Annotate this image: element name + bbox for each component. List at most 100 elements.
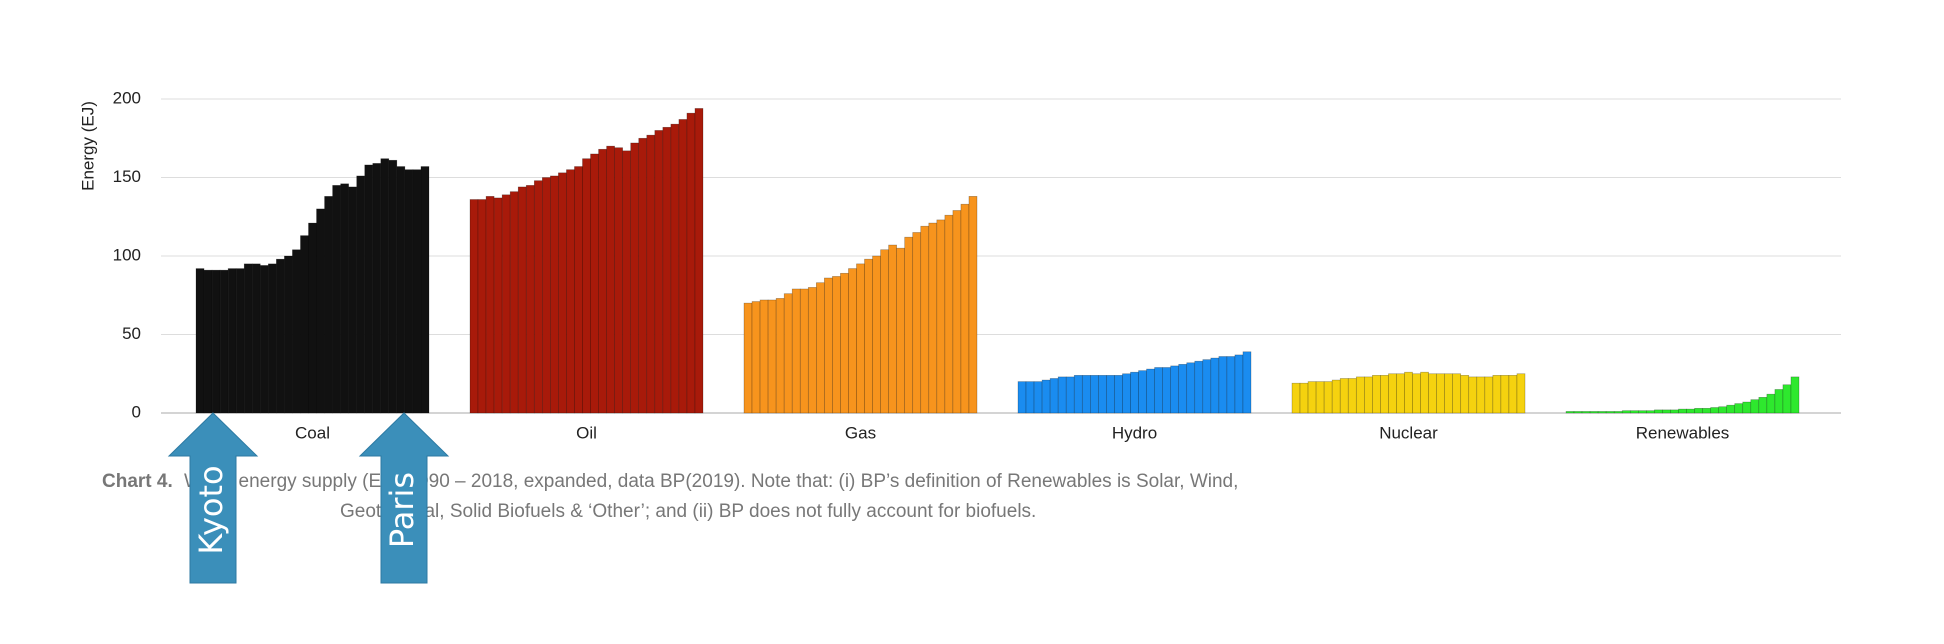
bar [630,142,640,414]
bar [1355,376,1365,414]
bar [1162,367,1171,414]
bar [1686,408,1695,414]
bar [848,268,857,414]
bar [824,277,833,414]
bar [1565,411,1575,414]
bar [590,153,599,414]
bar [1025,381,1035,414]
bar [1436,373,1445,414]
bar [235,268,245,414]
bar [1186,362,1196,414]
bar [888,244,897,414]
bar [1234,354,1244,414]
arrow-label: Kyoto [192,465,230,554]
bar [1178,364,1188,414]
bar [1476,376,1486,414]
bar [598,148,607,414]
bar [936,219,946,414]
x-tick-label: Gas [845,423,876,442]
bar [227,268,237,414]
bar [1758,396,1768,414]
bar [614,147,623,414]
bar [1428,373,1437,414]
bar [1790,376,1800,414]
bar [1122,373,1131,414]
bar [1090,375,1099,414]
bar [1605,411,1615,414]
bar [372,163,382,414]
bar [743,302,753,414]
bar [517,186,527,414]
bar [1057,376,1067,414]
bar [1702,407,1711,414]
bar [1380,375,1389,414]
bar [1581,411,1591,414]
bar [791,288,801,414]
bar [1492,375,1502,414]
bar [1452,373,1462,414]
bar [1404,371,1413,414]
bar [493,197,503,414]
bar [308,222,317,414]
bar [816,282,825,414]
arrow [167,412,259,584]
bar [1347,378,1357,414]
bar [1742,401,1752,414]
bar [195,268,205,414]
bar [396,166,406,414]
bar [1202,359,1212,414]
bar [316,208,325,414]
bar [1154,367,1163,414]
bar [388,159,398,414]
bar [1339,378,1349,414]
bar [1638,410,1647,414]
bar [211,269,221,414]
bar [807,287,817,414]
bar [912,232,922,414]
bar [1412,373,1421,414]
bar [622,150,631,414]
bar [276,258,285,414]
bar [654,130,664,414]
bar [694,108,704,414]
bar [1170,365,1179,414]
bar [799,288,809,414]
bar [678,119,688,414]
y-tick-label: 0 [132,402,141,421]
bar [404,169,414,414]
bar [638,137,648,414]
bar [1098,375,1107,414]
bar [1130,371,1139,414]
bar [292,249,301,414]
bar [1500,375,1510,414]
bar [1364,376,1373,414]
bar [1573,411,1583,414]
bar [928,222,938,414]
bar [840,272,849,414]
bar [670,123,680,414]
bar [420,166,430,414]
bar [1484,376,1494,414]
bar [1242,351,1252,414]
bar [1065,376,1075,414]
bar [1597,411,1607,414]
bar [1114,375,1123,414]
bar [896,247,905,414]
bar [1662,409,1671,414]
bar [1646,410,1655,414]
bar [1146,368,1155,414]
bar [1734,403,1744,414]
bar [1444,373,1453,414]
bar [268,263,277,414]
bar [574,166,583,414]
bar [968,196,978,414]
bar [1508,375,1518,414]
x-tick-label: Hydro [1112,423,1157,442]
x-tick-label: Renewables [1636,423,1730,442]
bar [243,263,253,414]
bar [1654,409,1663,414]
bar [646,134,656,414]
bar [1718,406,1727,414]
bar [686,112,696,414]
